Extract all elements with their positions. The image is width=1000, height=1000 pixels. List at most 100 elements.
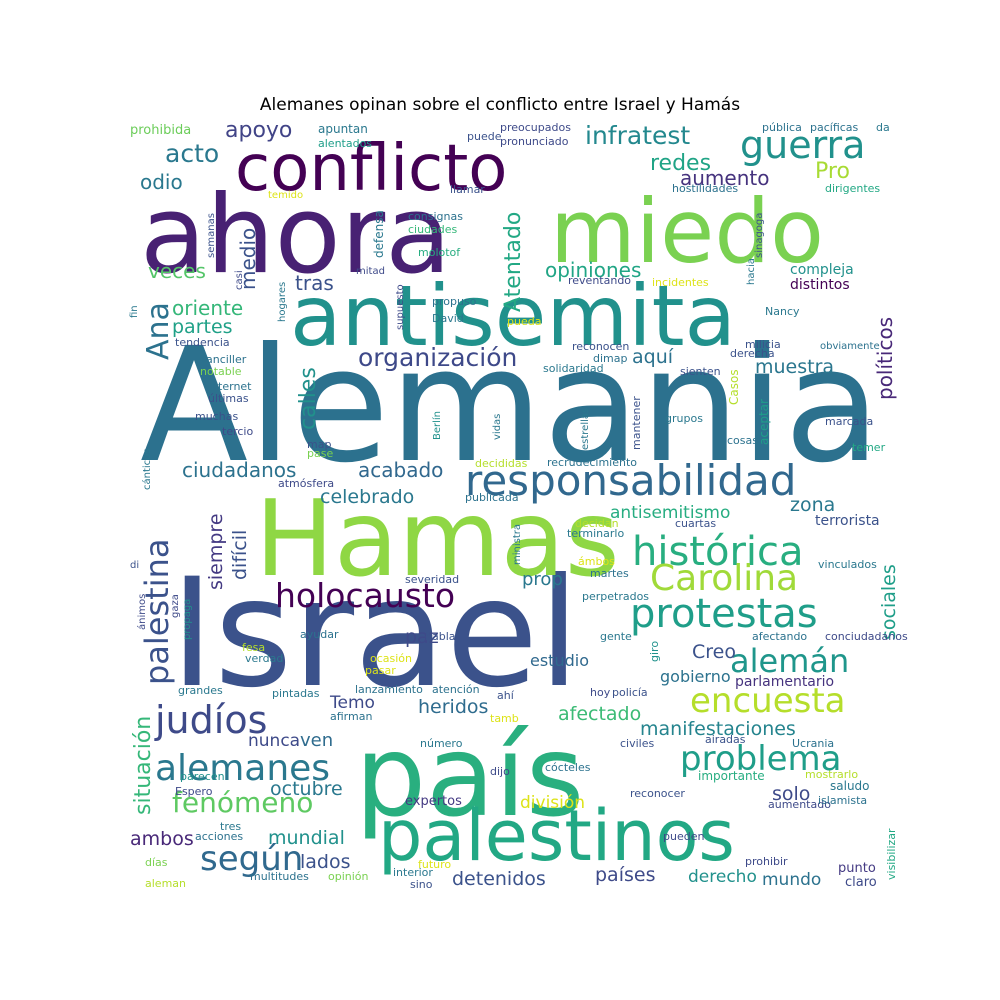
word-137: decididas xyxy=(475,457,528,470)
word-47: celebrado xyxy=(320,486,414,508)
word-75: países xyxy=(595,864,655,886)
word-133: estrellas xyxy=(580,408,591,450)
word-190: días xyxy=(145,856,168,869)
word-41: aquí xyxy=(632,346,674,368)
word-131: temer xyxy=(852,441,886,454)
word-126: aceptar xyxy=(757,399,771,445)
word-6: antisemita xyxy=(290,267,736,365)
word-95: defensa xyxy=(372,210,386,258)
word-83: preocupados xyxy=(500,121,571,134)
word-60: situación xyxy=(131,716,156,815)
word-171: policía xyxy=(612,686,648,699)
word-107: David xyxy=(432,312,464,325)
word-52: terrorista xyxy=(815,513,880,529)
word-147: ámbos xyxy=(578,555,615,568)
word-189: acciones xyxy=(195,830,243,843)
word-118: tercio xyxy=(222,425,253,438)
word-77: mundo xyxy=(762,870,821,890)
word-183: Espero xyxy=(175,785,213,798)
word-48: siempre xyxy=(205,513,227,590)
word-142: ministra xyxy=(512,524,523,565)
word-37: partes xyxy=(172,316,233,338)
word-98: hacia xyxy=(746,258,757,285)
word-177: Ucrania xyxy=(792,737,834,750)
word-140: atmósfera xyxy=(278,477,334,490)
word-121: solidaridad xyxy=(543,362,604,375)
word-138: recrudecimiento xyxy=(547,456,637,469)
word-108: pueda xyxy=(507,315,541,328)
word-45: ciudadanos xyxy=(182,458,296,482)
word-124: sienten xyxy=(680,365,721,378)
word-197: opinión xyxy=(328,870,369,883)
word-194: interior xyxy=(393,866,433,879)
word-20: alemán xyxy=(730,642,849,680)
word-78: claro xyxy=(845,875,877,890)
word-66: ven xyxy=(300,730,333,751)
word-11: protestas xyxy=(630,591,818,637)
word-167: lanzamiento xyxy=(355,683,423,696)
word-25: infratest xyxy=(585,121,690,150)
word-163: ocasión xyxy=(370,652,412,665)
word-1: Israel xyxy=(170,547,580,721)
word-195: prohibir xyxy=(745,855,788,868)
word-116: últimas xyxy=(208,392,249,405)
word-169: ahí xyxy=(497,689,515,702)
word-65: nunca xyxy=(248,731,300,751)
word-196: multitudes xyxy=(250,870,309,883)
word-13: holocausto xyxy=(275,576,455,615)
word-81: apuntan xyxy=(318,122,368,136)
word-79: punto xyxy=(838,861,876,876)
word-68: división xyxy=(520,793,585,813)
word-160: ayudar xyxy=(300,628,339,641)
word-181: mostrarlo xyxy=(805,768,858,781)
word-153: perpetrados xyxy=(582,590,649,603)
word-31: odio xyxy=(140,170,183,194)
word-74: detenidos xyxy=(452,868,546,890)
word-7: conflicto xyxy=(235,132,507,206)
word-72: lados xyxy=(300,851,351,873)
word-86: pública xyxy=(762,121,802,134)
word-122: milicia xyxy=(745,338,781,351)
word-150: ánimos xyxy=(136,594,148,630)
word-149: vinculados xyxy=(818,558,877,571)
word-27: apoyo xyxy=(225,118,292,143)
word-155: habla xyxy=(425,630,456,643)
word-178: dijo xyxy=(490,765,510,778)
word-199: aleman xyxy=(145,877,186,890)
word-67: octubre xyxy=(270,778,343,800)
word-33: opiniones xyxy=(545,258,641,282)
word-159: conciudadanos xyxy=(825,630,908,643)
word-28: redes xyxy=(650,151,711,176)
word-30: Pro xyxy=(815,159,850,184)
word-128: mantener xyxy=(630,396,643,450)
word-172: afirman xyxy=(330,710,372,723)
word-56: Creo xyxy=(692,641,736,663)
word-69: solo xyxy=(772,783,810,805)
word-88: da xyxy=(876,121,890,134)
word-132: vidas xyxy=(492,414,503,440)
word-175: civiles xyxy=(620,737,654,750)
word-89: hostilidades xyxy=(672,182,738,195)
word-168: atención xyxy=(432,683,480,696)
word-120: dimap xyxy=(593,352,627,365)
word-2: Hamas xyxy=(255,478,620,600)
word-102: incidentes xyxy=(652,276,709,289)
word-63: afectado xyxy=(558,703,641,725)
word-105: supuesto xyxy=(395,284,406,330)
word-161: fesa xyxy=(242,641,265,654)
word-61: Temo xyxy=(329,693,375,713)
word-104: casi xyxy=(234,270,245,290)
word-8: palestinos xyxy=(378,795,735,877)
word-9: responsabilidad xyxy=(465,456,796,505)
word-57: estudio xyxy=(530,651,589,670)
word-55: paz xyxy=(405,626,439,648)
word-82: alentados xyxy=(318,137,372,150)
word-164: pasar xyxy=(365,664,396,677)
word-50: antisemitismo xyxy=(610,503,730,523)
word-0: Alemania xyxy=(140,314,881,498)
word-184: reconocer xyxy=(630,787,685,800)
word-44: distintos xyxy=(790,277,850,293)
word-38: tras xyxy=(295,271,334,295)
word-94: ciudades xyxy=(408,223,458,236)
